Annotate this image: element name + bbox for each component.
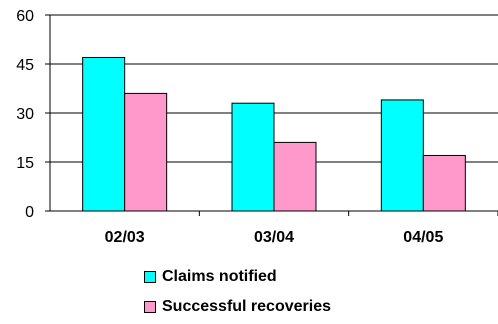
bars [82,56,466,212]
axes [45,14,498,216]
legend: Claims notified Successful recoveries [144,262,331,322]
legend-label-claims-notified: Claims notified [162,268,277,285]
bar-successful-recoveries-02-03 [124,92,168,212]
y-tick-labels: 0 15 30 45 60 [16,8,34,221]
y-tick-label-45: 45 [16,57,34,74]
legend-label-successful-recoveries: Successful recoveries [162,298,331,315]
bar-claims-notified-03-04 [231,102,275,212]
y-tick-label-60: 60 [16,8,34,25]
x-tick-labels: 02/03 03/04 04/05 [105,229,444,246]
y-tick-label-30: 30 [16,106,34,123]
bar-successful-recoveries-03-04 [273,141,317,212]
bar-claims-notified-02-03 [82,56,126,212]
x-tick-label-02-03: 02/03 [105,229,145,246]
bar-successful-recoveries-04-05 [422,154,466,212]
bar-claims-notified-04-05 [380,99,424,212]
legend-item-claims-notified: Claims notified [144,262,331,292]
legend-swatch-claims-notified [144,271,156,283]
x-tick-label-04-05: 04/05 [403,229,443,246]
x-tick-label-03-04: 03/04 [254,229,294,246]
y-tick-label-15: 15 [16,155,34,172]
legend-swatch-successful-recoveries [144,301,156,313]
legend-item-successful-recoveries: Successful recoveries [144,292,331,322]
y-tick-label-0: 0 [25,204,34,221]
